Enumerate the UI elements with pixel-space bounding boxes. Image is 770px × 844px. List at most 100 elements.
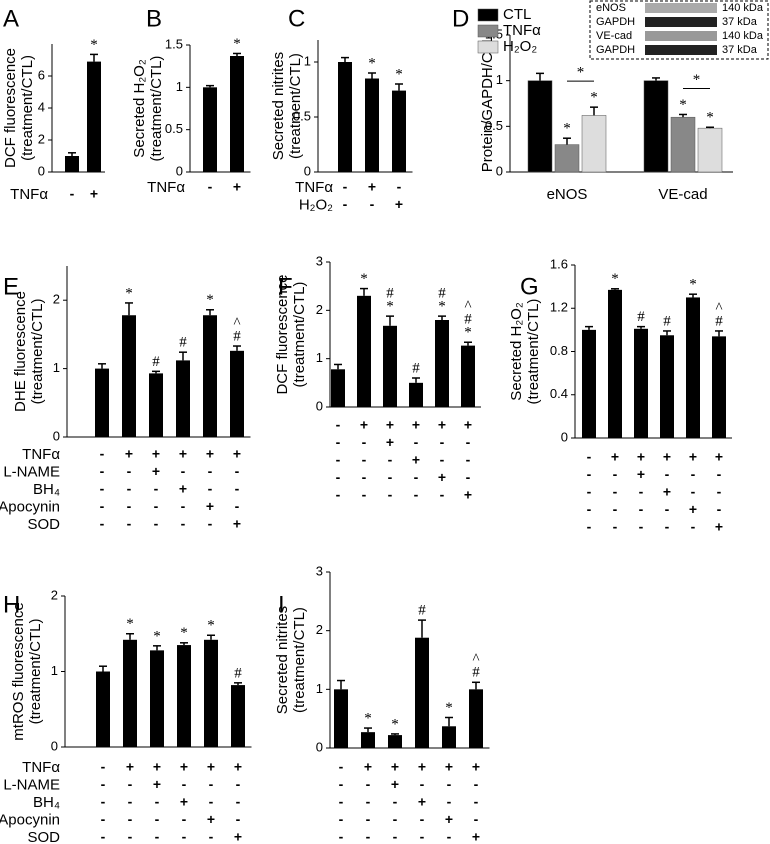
y-tick-label: 0 (316, 739, 323, 754)
treatment-sign: - (447, 776, 452, 792)
legend-swatch (477, 40, 499, 54)
treatment-sign: + (445, 811, 453, 827)
y-tick-label: 0 (496, 163, 503, 178)
treatment-sign: - (613, 466, 618, 482)
significance-mark: * (233, 36, 241, 52)
treatment-sign: + (206, 446, 214, 462)
treatment-sign: + (464, 417, 472, 433)
bar (392, 90, 406, 172)
significance-mark: # (412, 360, 420, 376)
treatment-sign: + (418, 759, 426, 775)
treatment-sign: - (587, 484, 592, 500)
y-axis-label: mtROS fluorescence (10, 602, 27, 740)
treatment-sign: - (393, 794, 398, 810)
treatment-sign: - (420, 776, 425, 792)
y-tick-label: 0 (53, 428, 60, 443)
treatment-sign: + (90, 186, 98, 202)
y-tick-label: 0 (51, 738, 58, 753)
treatment-sign: - (101, 776, 106, 792)
significance-mark: # (464, 312, 472, 328)
treatment-sign: - (362, 487, 367, 503)
y-tick-label: 1 (51, 663, 58, 678)
treatment-sign: + (233, 179, 241, 195)
treatment-sign: - (100, 463, 105, 479)
bar (608, 289, 622, 438)
treatment-sign: - (101, 794, 106, 810)
blot-size: 140 kDa (722, 2, 764, 14)
bar (231, 685, 245, 747)
significance-mark: * (395, 66, 403, 82)
treatment-sign: - (440, 434, 445, 450)
treatment-sign: + (689, 449, 697, 465)
treatment-sign: + (464, 487, 472, 503)
treatment-sign: + (152, 446, 160, 462)
y-tick-label: 2 (51, 587, 58, 602)
bar (388, 735, 402, 748)
bar (643, 80, 669, 173)
panel-letter: E (3, 273, 19, 300)
treatment-sign: - (154, 498, 159, 514)
treatment-sign: - (587, 519, 592, 535)
treatment-sign: + (234, 829, 242, 844)
treatment-sign: - (420, 829, 425, 844)
treatment-sign: - (691, 484, 696, 500)
panel-letter: B (146, 5, 162, 32)
treatment-sign: - (339, 759, 344, 775)
y-axis-label: DCF fluorescence (274, 274, 291, 394)
y-axis-label: (treatment/CTL) (291, 607, 308, 713)
treatment-sign: - (388, 487, 393, 503)
y-tick-label: 3 (316, 253, 323, 268)
treatment-sign: - (208, 179, 213, 195)
bar (383, 325, 397, 407)
bar (65, 156, 79, 172)
treatment-sign: + (360, 417, 368, 433)
treatment-sign: - (155, 829, 160, 844)
significance-mark: * (153, 628, 161, 644)
bar (712, 336, 726, 438)
panel-letter: H (3, 591, 20, 618)
treatment-sign: - (466, 452, 471, 468)
treatment-sign: - (397, 179, 402, 195)
treatment-sign: - (447, 794, 452, 810)
treatment-sign: - (587, 466, 592, 482)
treatment-sign: - (474, 794, 479, 810)
bar (331, 369, 345, 407)
treatment-sign: - (336, 434, 341, 450)
treatment-sign: + (445, 759, 453, 775)
significance-mark: # (472, 665, 480, 681)
y-tick-label: 3 (316, 563, 323, 578)
treatment-sign: + (391, 776, 399, 792)
treatment-sign: - (639, 501, 644, 517)
treatment-sign: - (209, 794, 214, 810)
y-tick-label: 2 (53, 292, 60, 307)
row-label: TNFα (22, 446, 60, 463)
treatment-sign: - (128, 811, 133, 827)
treatment-sign: + (386, 417, 394, 433)
treatment-sign: + (386, 434, 394, 450)
treatment-sign: - (366, 794, 371, 810)
treatment-sign: - (691, 519, 696, 535)
y-tick-label: 0.5 (293, 108, 311, 123)
y-axis-label: DCF fluorescence (2, 48, 19, 168)
treatment-sign: - (154, 481, 159, 497)
treatment-sign: - (182, 776, 187, 792)
treatment-sign: + (611, 449, 619, 465)
treatment-sign: - (101, 829, 106, 844)
bar (442, 726, 456, 748)
treatment-sign: + (412, 452, 420, 468)
significance-mark: * (611, 271, 619, 287)
row-label: Apocynin (0, 498, 60, 515)
y-tick-label: 2 (316, 622, 323, 637)
treatment-sign: - (336, 487, 341, 503)
bar (338, 62, 352, 172)
treatment-sign: - (209, 829, 214, 844)
significance-mark: * (386, 299, 394, 315)
bar (230, 56, 244, 172)
treatment-sign: + (125, 446, 133, 462)
treatment-sign: - (474, 776, 479, 792)
treatment-sign: + (715, 519, 723, 535)
y-axis-label: (treatment/CTL) (287, 53, 304, 159)
significance-mark: * (464, 325, 472, 341)
bar (150, 650, 164, 747)
